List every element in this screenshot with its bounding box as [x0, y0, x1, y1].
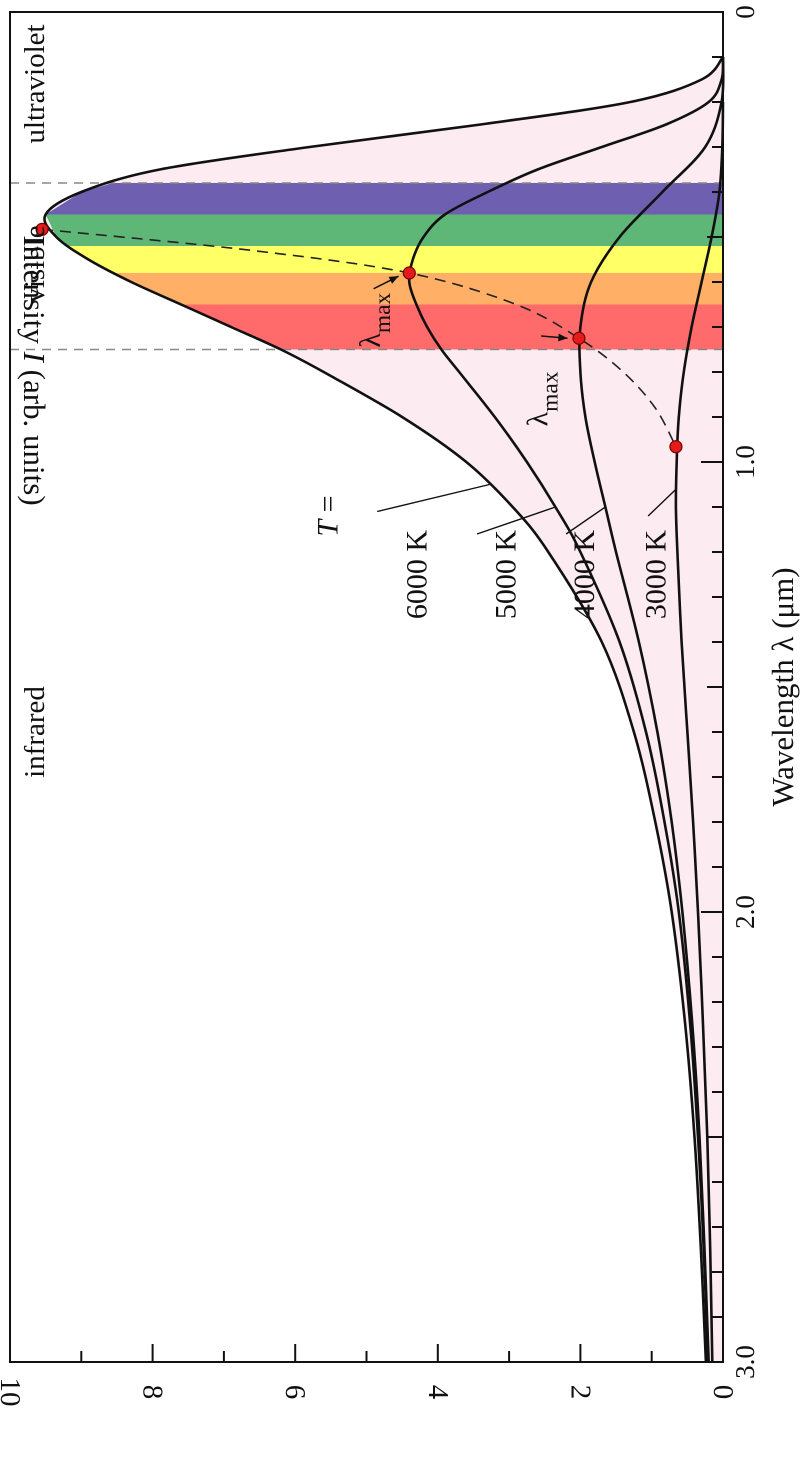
label-leader-3000k — [647, 488, 677, 517]
label-4000k-part: 4000 K — [567, 530, 600, 620]
y-tick-label: 0 — [707, 1385, 739, 1400]
lambda-max-label-1-part: λ — [354, 333, 387, 348]
spectrum-band-3 — [69, 246, 723, 273]
x-axis-title-part: λ — [765, 637, 800, 652]
y-tick-label: 4 — [422, 1385, 454, 1400]
x-tick-label: 1.0 — [730, 445, 760, 479]
y-axis-title: Intensity I (arb. units) — [18, 235, 53, 505]
region-label-visible-part: visible — [19, 225, 51, 302]
label-6000k-part: 6000 K — [400, 530, 433, 620]
lambda-max-label-2-arrowhead — [558, 333, 568, 342]
lambda-max-label-1-part: max — [370, 293, 396, 334]
label-5000k: 5000 K — [489, 530, 522, 620]
y-axis-title-part: I — [18, 351, 53, 364]
lambda-max-label-2-part: λ — [521, 411, 554, 426]
lambda-max-label-2: λmax — [521, 371, 564, 426]
spectrum-band-2 — [45, 214, 724, 246]
label-6000k: 6000 K — [400, 530, 433, 620]
y-tick-label: 2 — [564, 1385, 596, 1400]
region-label-ultraviolet: ultraviolet — [19, 24, 51, 143]
plot-area: 0 1.0 2.0 3.0 0 2 4 6 8 10 Wavelength λ (μm) Intens… — [0, 5, 800, 1406]
lambda-max-label-2-part: max — [538, 371, 564, 412]
region-label-infrared: infrared — [19, 686, 51, 778]
x-tick-label: 0 — [730, 5, 760, 19]
x-tick-label: 3.0 — [730, 1345, 760, 1379]
y-axis-title-part: Intensity — [18, 235, 53, 351]
y-tick-label: 8 — [137, 1385, 169, 1400]
peak-marker-4000k — [572, 331, 586, 345]
label-3000k-part: 3000 K — [639, 530, 672, 620]
peak-marker-6000k — [35, 222, 49, 236]
x-tick-label: 2.0 — [730, 895, 760, 929]
y-tick-label: 6 — [279, 1385, 311, 1400]
label-5000k-part: 5000 K — [489, 530, 522, 620]
label-3000k: 3000 K — [639, 530, 672, 620]
curve-6000k — [43, 56, 725, 1363]
label-4000k: 4000 K — [567, 530, 600, 620]
label-leader-6000k — [377, 483, 490, 513]
x-axis-title: Wavelength λ (μm) — [765, 567, 800, 806]
lambda-max-label-1: λmax — [354, 293, 397, 348]
y-tick-label: 10 — [0, 1378, 26, 1407]
x-axis-title-part: (μm) — [765, 567, 800, 636]
curve-4000k — [578, 56, 725, 1363]
area-fill-under-6000k — [44, 57, 723, 1362]
curve-3000k — [674, 101, 725, 1363]
temperature-prefix-part: T — [311, 518, 344, 537]
y-axis-title-part: (arb. units) — [18, 362, 53, 506]
temperature-prefix: T = — [311, 495, 344, 536]
region-label-ultraviolet-part: ultraviolet — [19, 24, 51, 143]
peak-marker-5000k — [402, 266, 416, 280]
spectrum-band-4 — [114, 273, 724, 305]
spectrum-band-1 — [45, 183, 724, 215]
region-label-infrared-part: infrared — [19, 686, 51, 778]
label-leader-4000k — [565, 506, 606, 535]
x-axis-title-part: Wavelength — [765, 652, 800, 807]
peak-marker-3000k — [669, 440, 683, 454]
curve-5000k — [407, 56, 725, 1363]
label-leader-5000k — [476, 506, 556, 535]
region-label-visible: visible — [19, 225, 51, 302]
lambda-max-label-1-arrowhead — [388, 276, 399, 284]
wien-displacement-curve — [42, 228, 677, 448]
spectrum-band-5 — [181, 304, 724, 350]
temperature-prefix-part: = — [311, 495, 344, 519]
